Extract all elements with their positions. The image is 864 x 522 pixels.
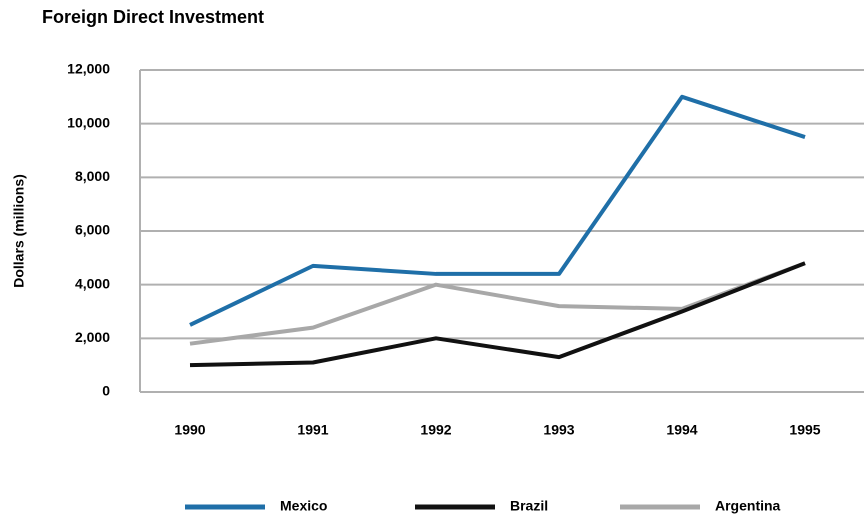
- x-tick-label: 1993: [543, 422, 574, 438]
- series-line: [189, 261, 806, 346]
- x-tick-label: 1991: [297, 422, 328, 438]
- legend-label: Mexico: [280, 498, 327, 514]
- y-tick-label: 8,000: [75, 168, 110, 184]
- x-tick-label: 1990: [174, 422, 205, 438]
- y-axis-label: Dollars (millions): [11, 174, 27, 288]
- series-line: [189, 261, 806, 368]
- y-tick-label: 0: [102, 383, 110, 399]
- y-tick-label: 2,000: [75, 329, 110, 345]
- y-tick-label: 10,000: [67, 114, 110, 130]
- y-tick-label: 12,000: [67, 61, 110, 77]
- y-tick-label: 4,000: [75, 275, 110, 291]
- y-tick-label: 6,000: [75, 222, 110, 238]
- legend-label: Argentina: [715, 498, 781, 514]
- x-tick-label: 1992: [420, 422, 451, 438]
- series-line: [189, 94, 806, 327]
- x-tick-label: 1995: [789, 422, 820, 438]
- legend-label: Brazil: [510, 498, 548, 514]
- x-tick-label: 1994: [666, 422, 697, 438]
- chart-title: Foreign Direct Investment: [42, 7, 264, 27]
